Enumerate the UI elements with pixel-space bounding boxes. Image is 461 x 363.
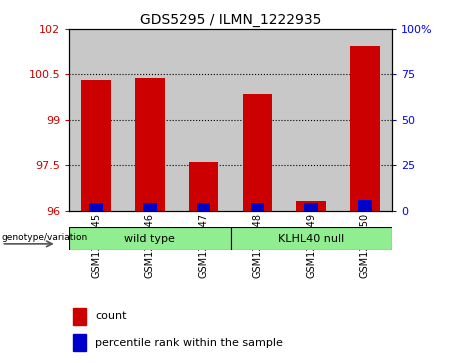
Text: count: count xyxy=(95,311,126,321)
Bar xyxy=(73,308,86,325)
Bar xyxy=(338,29,392,211)
Bar xyxy=(189,162,219,211)
Bar xyxy=(143,203,157,211)
Bar xyxy=(284,29,338,211)
Text: percentile rank within the sample: percentile rank within the sample xyxy=(95,338,283,347)
Text: wild type: wild type xyxy=(124,234,175,244)
Bar xyxy=(69,227,230,250)
Bar xyxy=(242,94,272,211)
Title: GDS5295 / ILMN_1222935: GDS5295 / ILMN_1222935 xyxy=(140,13,321,26)
Bar xyxy=(230,29,284,211)
Bar xyxy=(230,227,392,250)
Bar xyxy=(197,203,210,211)
Bar xyxy=(73,334,86,351)
Bar xyxy=(304,203,318,211)
Bar xyxy=(177,29,230,211)
Bar xyxy=(296,201,326,211)
Bar xyxy=(251,203,264,211)
Bar xyxy=(69,29,123,211)
Bar xyxy=(135,78,165,211)
Bar xyxy=(89,203,103,211)
Text: KLHL40 null: KLHL40 null xyxy=(278,234,344,244)
Bar xyxy=(81,80,111,211)
Bar xyxy=(350,46,380,211)
Bar xyxy=(123,29,177,211)
Text: genotype/variation: genotype/variation xyxy=(1,233,88,242)
Bar xyxy=(358,200,372,211)
